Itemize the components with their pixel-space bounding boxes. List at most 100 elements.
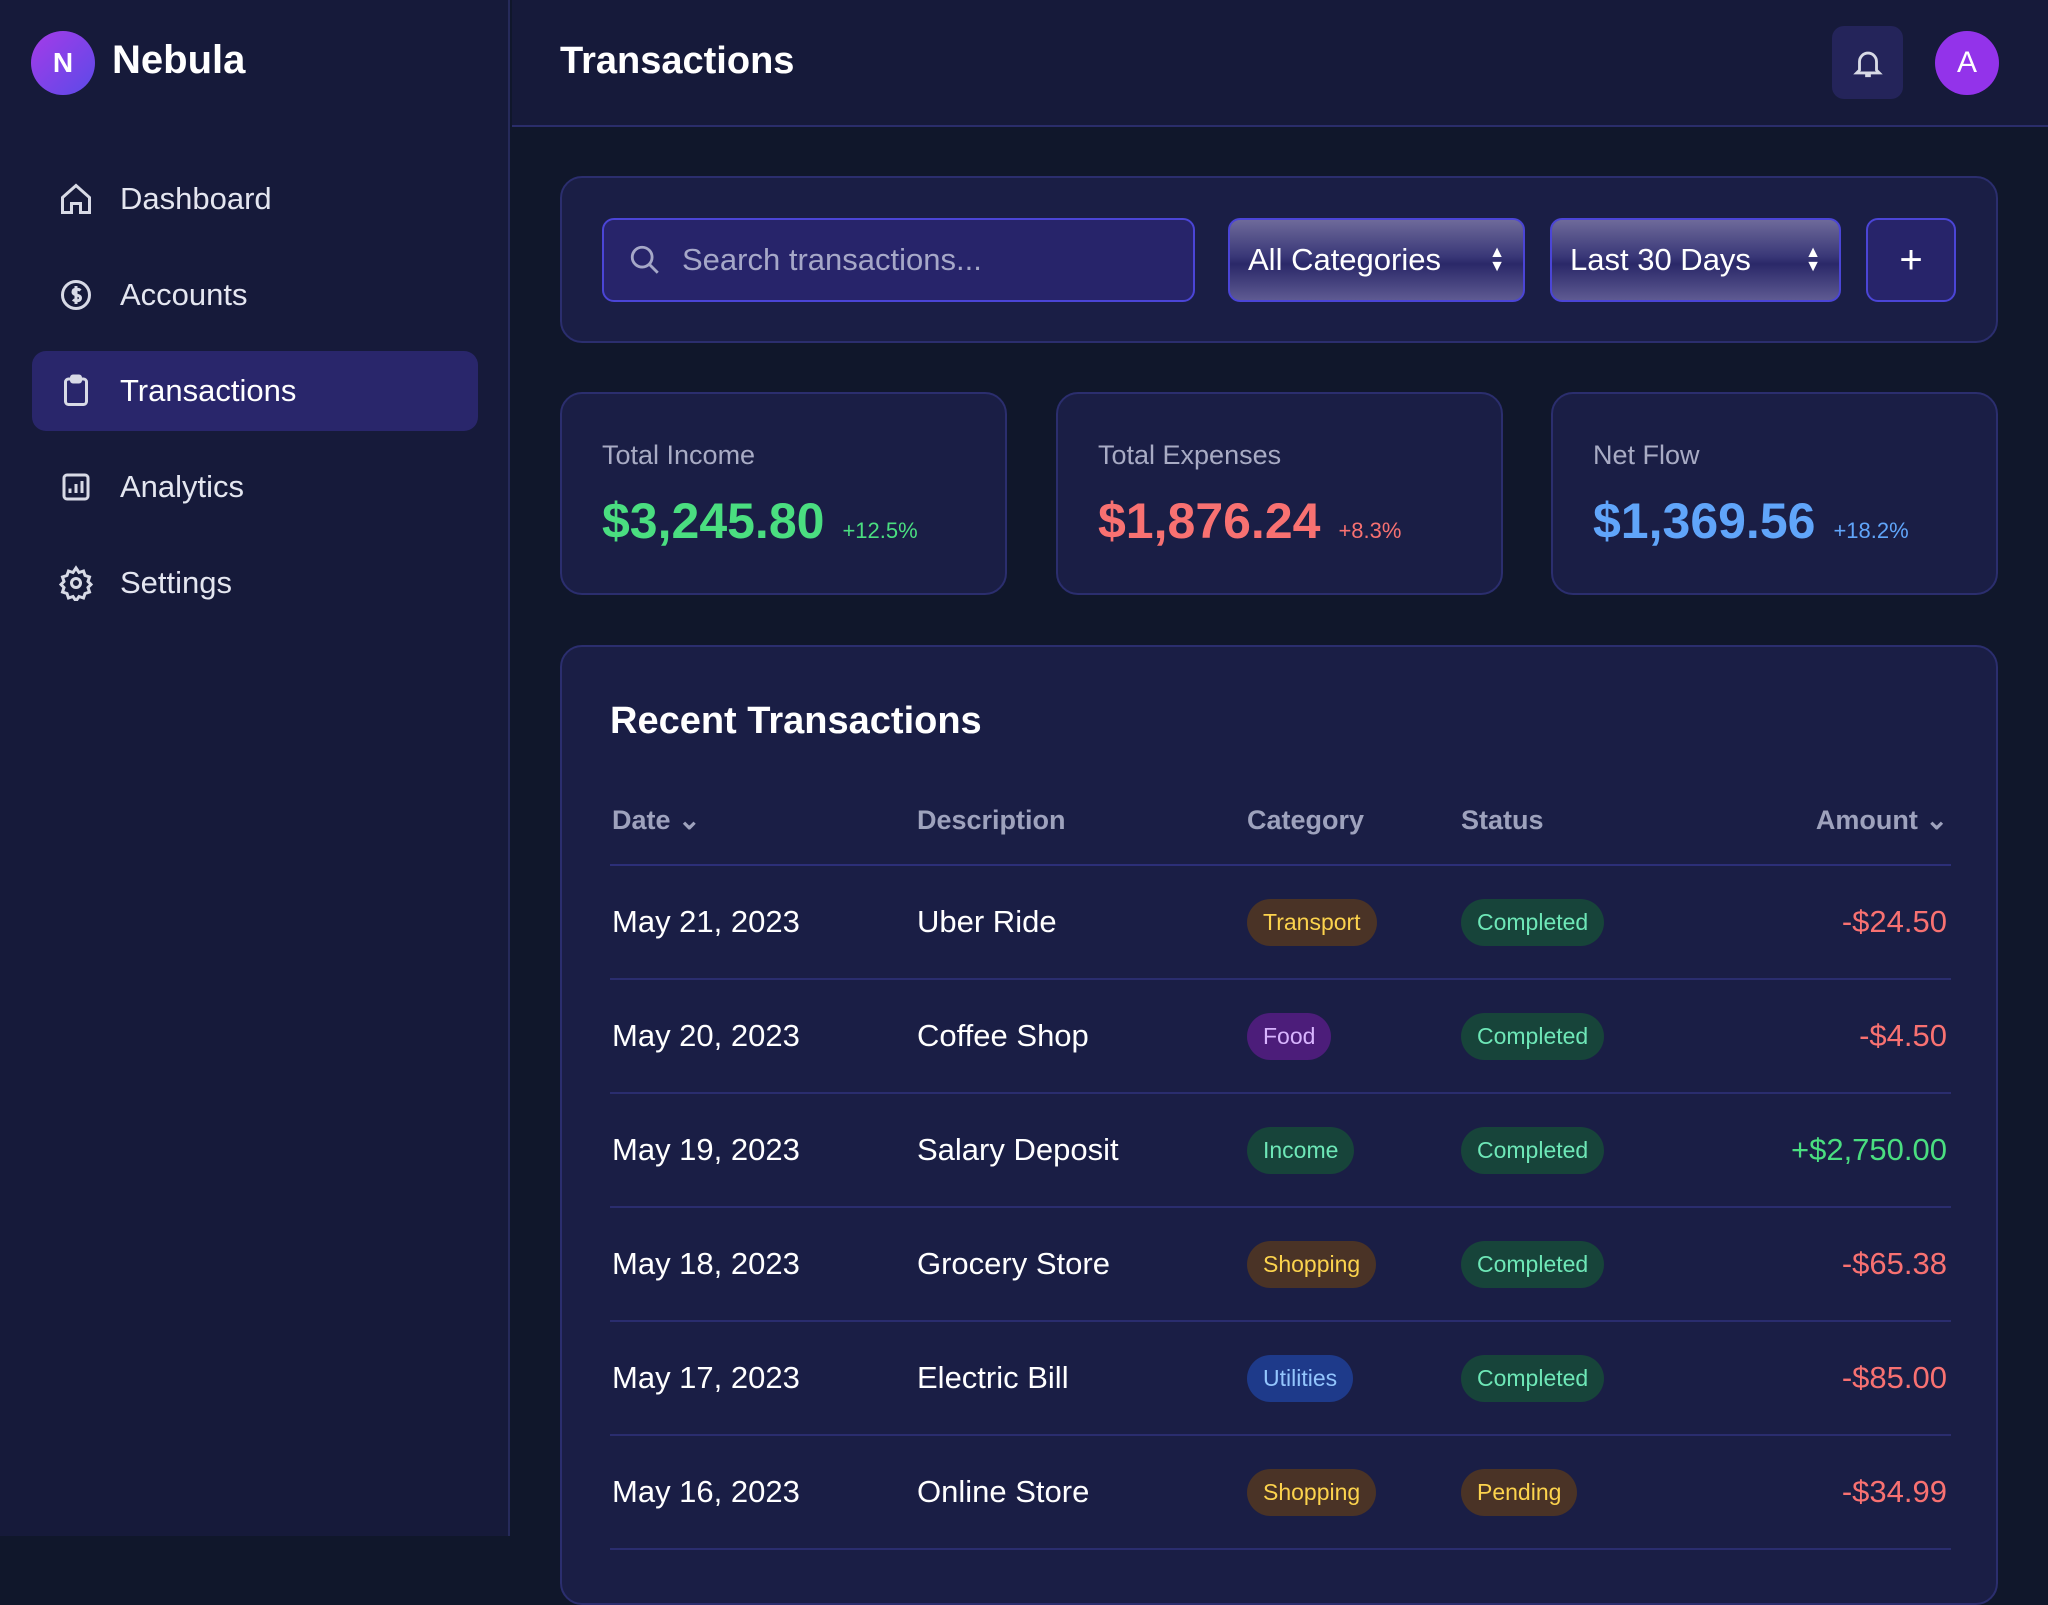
amount-cell: -$4.50 — [1859, 980, 1947, 1092]
amount-cell: +$2,750.00 — [1791, 1094, 1947, 1206]
amount: -$24.50 — [1841, 904, 1947, 939]
amount: -$65.38 — [1841, 1246, 1947, 1281]
stat-change: +8.3% — [1338, 518, 1402, 543]
date-cell: May 18, 2023 — [612, 1208, 800, 1320]
stat-card-netflow: Net Flow $1,369.56 +18.2% — [1551, 392, 1998, 595]
table-row[interactable]: May 19, 2023 Salary Deposit Income Compl… — [610, 1094, 1951, 1208]
amount-cell: -$65.38 — [1842, 1208, 1947, 1320]
amount: -$4.50 — [1859, 1018, 1947, 1053]
amount-cell: -$34.99 — [1842, 1436, 1947, 1548]
stat-change: +12.5% — [842, 518, 918, 543]
date: May 16, 2023 — [612, 1474, 800, 1509]
category-badge: Shopping — [1247, 1468, 1377, 1516]
avatar-letter: A — [1956, 46, 1977, 79]
description: Online Store — [917, 1474, 1090, 1509]
description-cell: Online Store — [917, 1436, 1089, 1548]
stat-value-row: $1,876.24 +8.3% — [1098, 492, 1401, 550]
column-amount[interactable]: Amount ⌄ — [1816, 805, 1948, 836]
plus-icon: + — [1899, 237, 1923, 282]
dollar-circle-icon — [61, 280, 91, 310]
add-transaction-button[interactable]: + — [1866, 218, 1956, 302]
stat-value: $3,245.80 — [602, 493, 825, 549]
status-cell: Completed — [1461, 866, 1605, 978]
stat-card-income: Total Income $3,245.80 +12.5% — [560, 392, 1007, 595]
sidebar-item-analytics[interactable]: Analytics — [32, 447, 478, 527]
table-row[interactable]: May 17, 2023 Electric Bill Utilities Com… — [610, 1322, 1951, 1436]
status-cell: Completed — [1461, 1208, 1605, 1320]
date-cell: May 21, 2023 — [612, 866, 800, 978]
header-divider — [610, 864, 1951, 866]
amount-cell: -$24.50 — [1842, 866, 1947, 978]
gear-icon — [58, 565, 94, 601]
column-date[interactable]: Date ⌄ — [612, 805, 701, 836]
table-title: Recent Transactions — [610, 700, 982, 742]
table-row[interactable]: May 20, 2023 Coffee Shop Food Completed … — [610, 980, 1951, 1094]
stat-value-row: $1,369.56 +18.2% — [1593, 492, 1909, 550]
status-cell: Pending — [1461, 1436, 1578, 1548]
category-badge: Transport — [1247, 898, 1377, 946]
logo-letter: N — [52, 47, 74, 78]
table-row[interactable]: May 21, 2023 Uber Ride Transport Complet… — [610, 866, 1951, 980]
stat-value-row: $3,245.80 +12.5% — [602, 492, 918, 550]
page-title: Transactions — [560, 40, 795, 82]
sidebar-item-accounts[interactable]: Accounts — [32, 255, 478, 335]
category-badge: Income — [1247, 1126, 1355, 1174]
description: Uber Ride — [917, 904, 1057, 939]
amount-cell: -$85.00 — [1842, 1322, 1947, 1434]
status-badge: Completed — [1461, 1126, 1605, 1174]
transactions-card — [560, 645, 1998, 1605]
stat-value: $1,369.56 — [1593, 493, 1816, 549]
date: May 18, 2023 — [612, 1246, 800, 1281]
status-badge: Completed — [1461, 898, 1605, 946]
date: May 21, 2023 — [612, 904, 800, 939]
description: Grocery Store — [917, 1246, 1110, 1281]
period-select[interactable]: Last 30 Days ▲ ▼ — [1550, 218, 1841, 302]
description: Coffee Shop — [917, 1018, 1089, 1053]
category-select-value: All Categories — [1248, 242, 1441, 277]
table-row[interactable]: May 16, 2023 Online Store Shopping Pendi… — [610, 1436, 1951, 1550]
period-select-value: Last 30 Days — [1570, 242, 1751, 277]
category-cell: Transport — [1247, 866, 1377, 978]
table-row[interactable]: May 18, 2023 Grocery Store Shopping Comp… — [610, 1208, 1951, 1322]
category-cell: Food — [1247, 980, 1332, 1092]
stat-label: Net Flow — [1593, 440, 1700, 470]
status-cell: Completed — [1461, 1322, 1605, 1434]
category-select[interactable]: All Categories ▲ ▼ — [1228, 218, 1525, 302]
chart-icon — [62, 473, 90, 501]
column-description: Description — [917, 805, 1066, 835]
category-cell: Shopping — [1247, 1436, 1377, 1548]
header: Transactions A — [512, 0, 2048, 127]
amount: +$2,750.00 — [1790, 1132, 1947, 1167]
chevron-down-icon: ⌄ — [678, 805, 701, 835]
home-icon — [61, 183, 91, 214]
status-badge: Pending — [1461, 1468, 1578, 1516]
amount: -$85.00 — [1841, 1360, 1947, 1395]
notifications-button[interactable] — [1832, 26, 1903, 99]
sidebar-item-label: Accounts — [120, 277, 248, 312]
status-cell: Completed — [1461, 980, 1605, 1092]
sidebar-item-settings[interactable]: Settings — [32, 543, 478, 623]
status-badge: Completed — [1461, 1012, 1605, 1060]
sidebar-item-label: Dashboard — [120, 181, 272, 216]
date-cell: May 20, 2023 — [612, 980, 800, 1092]
sidebar-item-dashboard[interactable]: Dashboard — [32, 159, 478, 239]
updown-icon: ▲ ▼ — [1805, 244, 1821, 275]
description-cell: Salary Deposit — [917, 1094, 1119, 1206]
search-input[interactable]: Search transactions... — [602, 218, 1195, 302]
category-badge: Shopping — [1247, 1240, 1377, 1288]
stat-value: $1,876.24 — [1098, 493, 1321, 549]
date-cell: May 17, 2023 — [612, 1322, 800, 1434]
sidebar-item-label: Settings — [120, 565, 233, 600]
avatar[interactable]: A — [1935, 31, 1999, 95]
updown-icon: ▲ ▼ — [1489, 244, 1505, 275]
description-cell: Uber Ride — [917, 866, 1057, 978]
logo-icon: N — [31, 31, 95, 95]
clipboard-icon — [64, 374, 88, 406]
stat-label: Total Expenses — [1098, 440, 1282, 470]
sidebar-item-transactions[interactable]: Transactions — [32, 351, 478, 431]
stat-change: +18.2% — [1833, 518, 1909, 543]
column-category: Category — [1247, 805, 1365, 835]
status-badge: Completed — [1461, 1240, 1605, 1288]
search-icon — [630, 245, 659, 274]
category-cell: Utilities — [1247, 1322, 1354, 1434]
